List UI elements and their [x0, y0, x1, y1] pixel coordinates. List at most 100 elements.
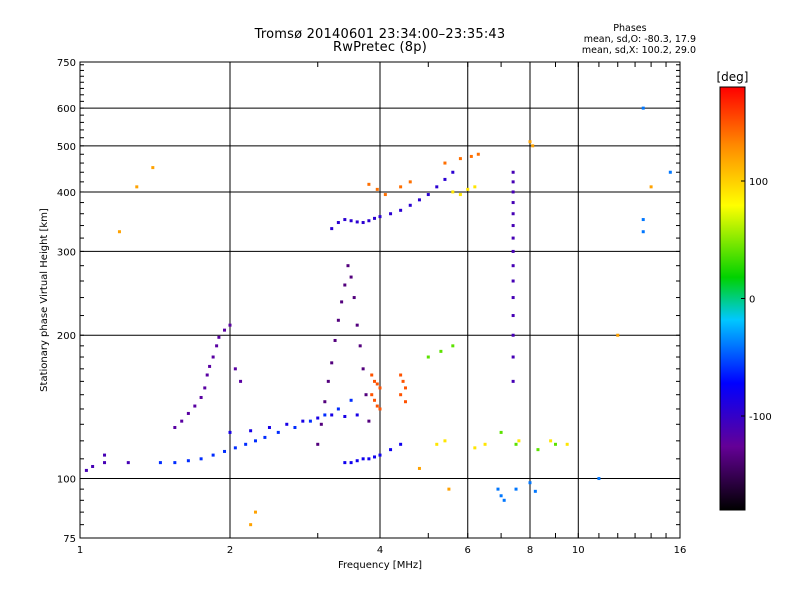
data-point	[355, 459, 359, 463]
data-point	[211, 453, 215, 457]
data-point	[514, 487, 518, 491]
data-point	[326, 379, 330, 383]
data-point	[389, 448, 393, 452]
data-point	[466, 187, 470, 191]
data-point	[316, 416, 320, 420]
phase-stats-heading: Phases	[613, 23, 647, 34]
data-point	[370, 393, 374, 397]
y-tick-label: 75	[63, 534, 76, 545]
x-tick-label: 1	[77, 545, 83, 556]
y-tick-label: 200	[57, 331, 76, 342]
data-point	[308, 419, 312, 423]
phase-stats: Phases mean, sd,O: -80.3, 17.9 mean, sd,…	[582, 23, 696, 56]
data-point	[135, 185, 139, 189]
data-point	[203, 386, 207, 390]
data-point	[199, 395, 203, 399]
data-point	[373, 398, 377, 402]
data-point	[403, 386, 407, 390]
data-point	[228, 430, 232, 434]
data-point	[399, 393, 403, 397]
data-point	[378, 407, 382, 411]
data-point	[330, 227, 334, 231]
data-point	[502, 498, 506, 502]
data-point	[352, 296, 356, 300]
data-point	[340, 300, 344, 304]
y-tick-label: 400	[57, 188, 76, 199]
data-point	[511, 201, 515, 205]
data-point	[511, 279, 515, 283]
data-point	[511, 296, 515, 300]
data-point	[249, 429, 253, 433]
data-point	[443, 439, 447, 443]
data-point	[173, 425, 177, 429]
data-point	[511, 212, 515, 216]
data-point	[293, 425, 297, 429]
colorbar-tick-label: 100	[749, 177, 768, 188]
data-point	[597, 477, 601, 481]
data-point	[323, 413, 327, 417]
data-point	[435, 185, 439, 189]
data-point	[451, 344, 455, 348]
data-point	[616, 333, 620, 337]
data-point	[330, 413, 334, 417]
phase-stats-x: mean, sd,X: 100.2, 29.0	[581, 45, 696, 56]
data-point	[378, 453, 382, 457]
data-point	[473, 446, 477, 450]
data-point	[451, 170, 455, 174]
x-tick-label: 2	[227, 545, 233, 556]
data-point	[316, 442, 320, 446]
data-point	[403, 400, 407, 404]
data-point	[239, 379, 243, 383]
colorbar-tick-label: 0	[749, 295, 755, 306]
data-points	[84, 106, 672, 527]
data-point	[364, 393, 368, 397]
data-point	[349, 219, 353, 223]
data-point	[336, 407, 340, 411]
y-axis-label: Stationary phase Virtual Height [km]	[39, 208, 50, 392]
phase-stats-o: mean, sd,O: -80.3, 17.9	[583, 34, 696, 45]
x-tick-label: 8	[527, 545, 533, 556]
data-point	[531, 144, 535, 148]
data-point	[511, 333, 515, 337]
data-point	[511, 224, 515, 228]
data-point	[408, 180, 412, 184]
data-point	[373, 455, 377, 459]
data-point	[126, 461, 130, 465]
data-point	[408, 203, 412, 207]
data-point	[186, 411, 190, 415]
data-point	[217, 335, 221, 339]
y-tick-label: 600	[57, 104, 76, 115]
data-point	[346, 264, 350, 268]
data-point	[373, 216, 377, 220]
data-point	[668, 170, 672, 174]
data-point	[91, 464, 95, 468]
data-point	[511, 355, 515, 359]
data-point	[343, 414, 347, 418]
data-point	[469, 154, 473, 158]
data-point	[375, 404, 379, 408]
colorbar-tick-label: -100	[749, 412, 772, 423]
data-point	[103, 461, 107, 465]
data-point	[205, 373, 209, 377]
data-point	[399, 373, 403, 377]
data-point	[343, 218, 347, 222]
data-point	[443, 177, 447, 181]
data-point	[373, 379, 377, 383]
data-point	[158, 461, 162, 465]
data-point	[244, 442, 248, 446]
data-point	[193, 404, 197, 408]
y-tick-label: 750	[57, 58, 76, 69]
data-point	[336, 221, 340, 225]
data-point	[483, 442, 487, 446]
data-point	[336, 318, 340, 322]
data-point	[511, 379, 515, 383]
data-point	[323, 400, 327, 404]
data-point	[103, 453, 107, 457]
y-tick-label: 500	[57, 142, 76, 153]
plot-grid	[80, 62, 680, 538]
data-point	[511, 190, 515, 194]
data-point	[511, 180, 515, 184]
data-point	[451, 190, 455, 194]
data-point	[641, 106, 645, 110]
